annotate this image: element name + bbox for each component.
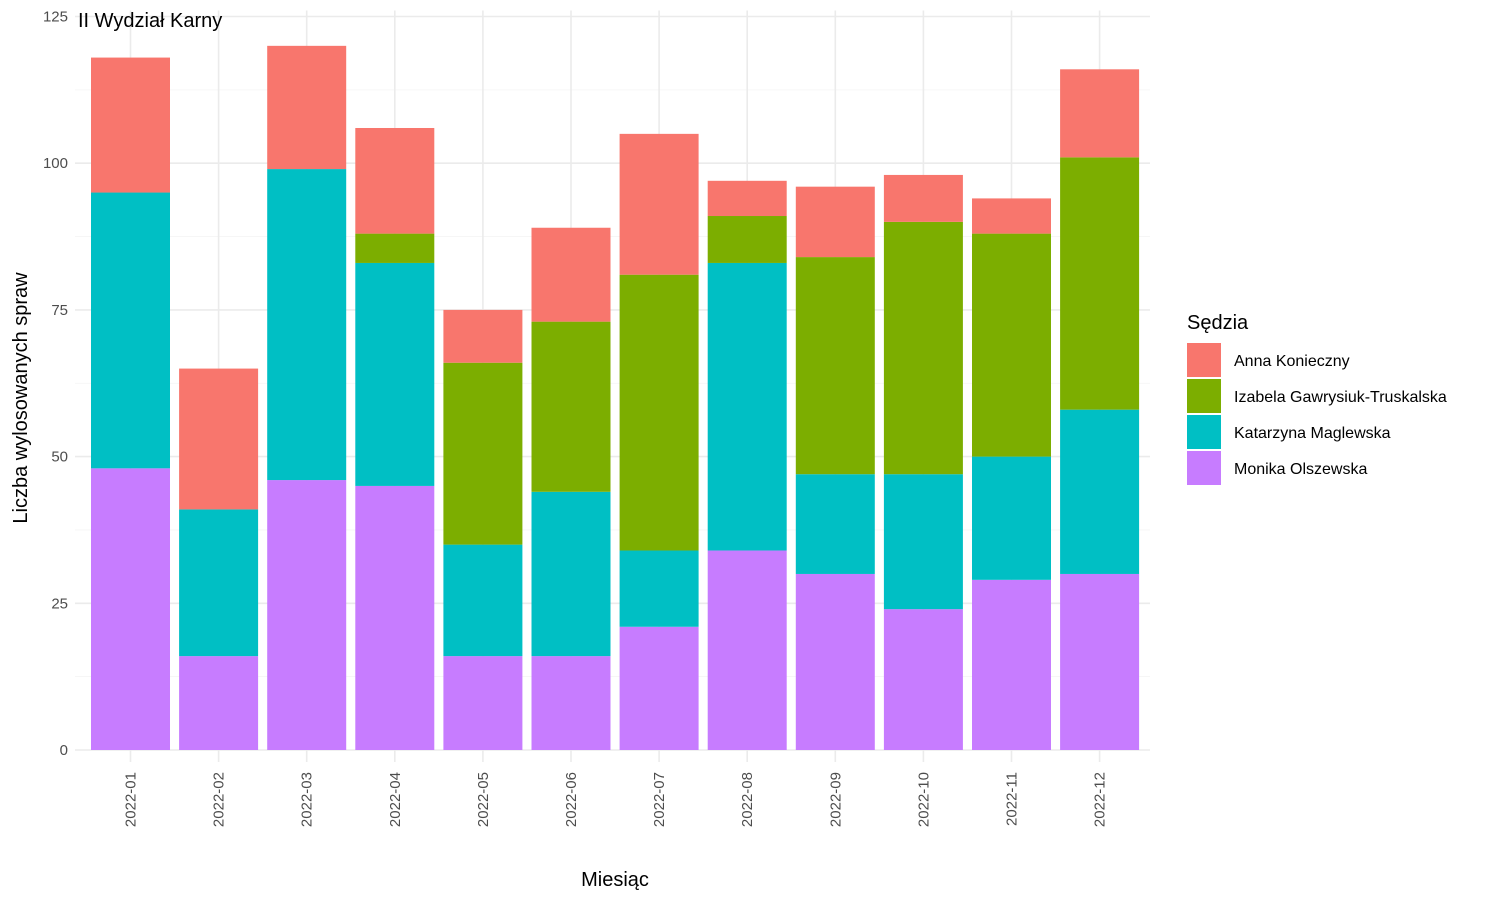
x-tick-label: 2022-03 — [299, 772, 316, 827]
bar-segment — [531, 321, 611, 492]
x-axis-title: Miesiąc — [581, 869, 649, 891]
x-tick-label: 2022-06 — [563, 772, 580, 827]
bar-segment — [883, 609, 963, 750]
bar-segment — [1060, 69, 1140, 158]
chart-title: II Wydział Karny — [78, 10, 222, 32]
legend-swatch — [1187, 343, 1221, 377]
bar-segment — [179, 656, 259, 750]
legend-swatch — [1187, 379, 1221, 413]
bar-segment — [795, 474, 875, 574]
bar-segment — [355, 485, 435, 750]
bar-segment — [443, 362, 523, 545]
bar-segment — [707, 262, 787, 551]
bar-segment — [267, 169, 347, 481]
x-tick-label: 2022-08 — [739, 772, 756, 827]
bar-segment — [707, 180, 787, 217]
bar-segment — [1060, 157, 1140, 410]
x-tick-label: 2022-01 — [123, 772, 140, 827]
bar-segment — [795, 186, 875, 258]
bar-segment — [443, 656, 523, 750]
x-tick-label: 2022-04 — [387, 772, 404, 827]
x-tick-label: 2022-10 — [915, 772, 932, 827]
x-tick-label: 2022-02 — [211, 772, 228, 827]
y-axis-title: Liczba wylosowanych spraw — [10, 272, 32, 524]
legend-title: Sędzia — [1187, 312, 1249, 334]
bar-segment — [355, 262, 435, 486]
x-tick-label: 2022-05 — [475, 772, 492, 827]
bar-segment — [619, 626, 699, 750]
bar-segment — [91, 192, 170, 469]
y-tick-label: 0 — [60, 742, 68, 759]
legend-label: Monika Olszewska — [1234, 461, 1367, 478]
bar-segment — [883, 174, 963, 222]
bar-segment — [179, 368, 259, 510]
bar-segment — [531, 491, 611, 657]
bar-segment — [531, 656, 611, 750]
bar-segment — [267, 45, 347, 170]
bar-segment — [707, 550, 787, 750]
bar-segment — [91, 57, 170, 193]
legend-swatch — [1187, 451, 1221, 485]
bar-segment — [91, 468, 170, 750]
bar-segment — [972, 198, 1051, 234]
legend-swatch — [1187, 415, 1221, 449]
bar-segment — [619, 133, 699, 275]
bar-segment — [443, 544, 523, 657]
bar-segment — [795, 257, 875, 475]
x-tick-label: 2022-07 — [651, 772, 668, 827]
bar-segment — [179, 509, 259, 657]
legend-label: Anna Konieczny — [1234, 353, 1350, 370]
x-tick-label: 2022-11 — [1004, 772, 1021, 826]
legend-label: Katarzyna Maglewska — [1234, 425, 1391, 442]
legend: Sędzia Anna Konieczny Izabela Gawrysiuk-T… — [1187, 312, 1447, 485]
bar-segment — [619, 550, 699, 627]
x-tick-label: 2022-12 — [1092, 772, 1109, 827]
x-tick-label: 2022-09 — [827, 772, 844, 827]
bar-segment — [972, 579, 1051, 750]
bar-segment — [1060, 573, 1140, 750]
bar-segment — [972, 233, 1051, 457]
bar-segment — [355, 233, 435, 263]
x-axis-ticks: 2022-01 2022-02 2022-03 2022-04 2022-05 2022-… — [123, 772, 1109, 827]
legend-label: Izabela Gawrysiuk-Truskalska — [1234, 389, 1447, 406]
bar-segment — [883, 221, 963, 475]
bar-segment — [531, 227, 611, 322]
bar-segment — [883, 474, 963, 610]
legend-items: Anna Konieczny Izabela Gawrysiuk-Truskals… — [1187, 343, 1447, 485]
y-tick-label: 75 — [51, 302, 68, 319]
y-tick-label: 125 — [43, 9, 68, 26]
bar-segment — [795, 573, 875, 750]
y-tick-label: 25 — [51, 595, 68, 612]
bars — [91, 45, 1140, 750]
bar-segment — [1060, 409, 1140, 574]
bar-segment — [267, 480, 347, 750]
bar-segment — [972, 456, 1051, 580]
y-axis-ticks: 0 25 50 75 100 125 — [43, 9, 68, 760]
bar-segment — [355, 127, 435, 234]
y-tick-label: 100 — [43, 155, 68, 172]
y-tick-label: 50 — [51, 449, 68, 466]
bar-segment — [443, 309, 523, 363]
bar-segment — [619, 274, 699, 551]
bar-segment — [707, 216, 787, 263]
